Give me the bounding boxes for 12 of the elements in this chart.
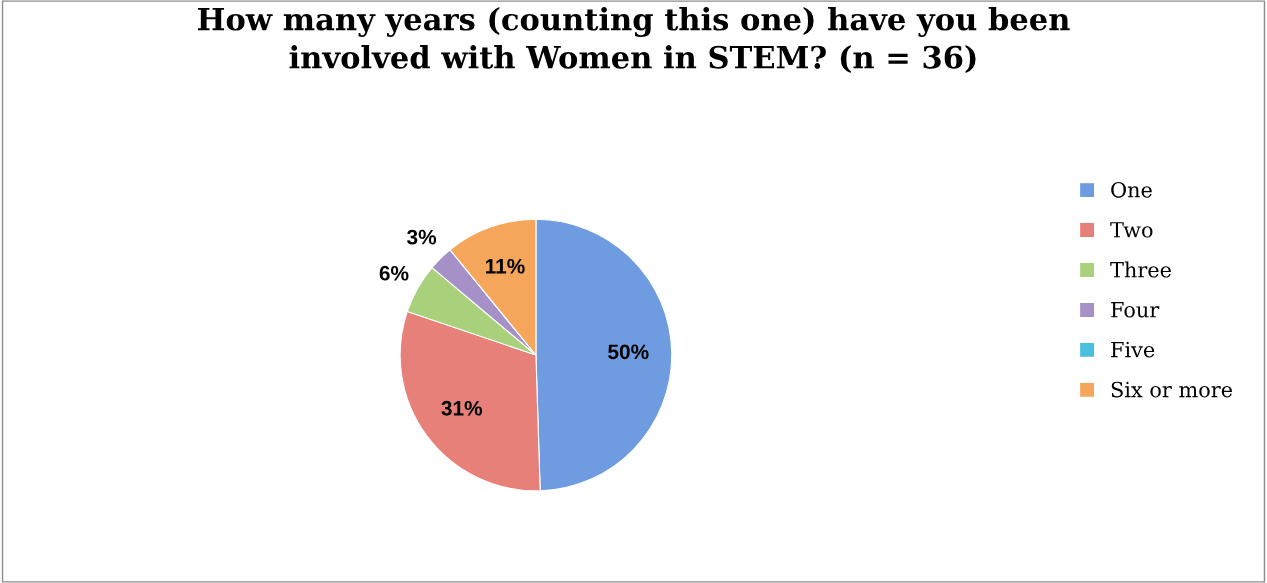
data-label: 6% <box>379 265 409 281</box>
legend-label: Two <box>1110 222 1153 238</box>
chart-title: How many years (counting this one) have you been involved with Women in STEM? (n = 36) <box>198 6 1070 74</box>
legend-label: One <box>1111 181 1152 198</box>
legend-label: Four <box>1111 302 1160 318</box>
legend-label: Five <box>1111 341 1155 358</box>
data-label: 50% <box>608 344 649 360</box>
data-label: 11% <box>485 258 525 274</box>
data-label: 31% <box>441 400 483 416</box>
legend-label: Three <box>1110 261 1171 278</box>
legend-label: Six or more <box>1111 381 1233 398</box>
data-label: 3% <box>407 229 437 245</box>
